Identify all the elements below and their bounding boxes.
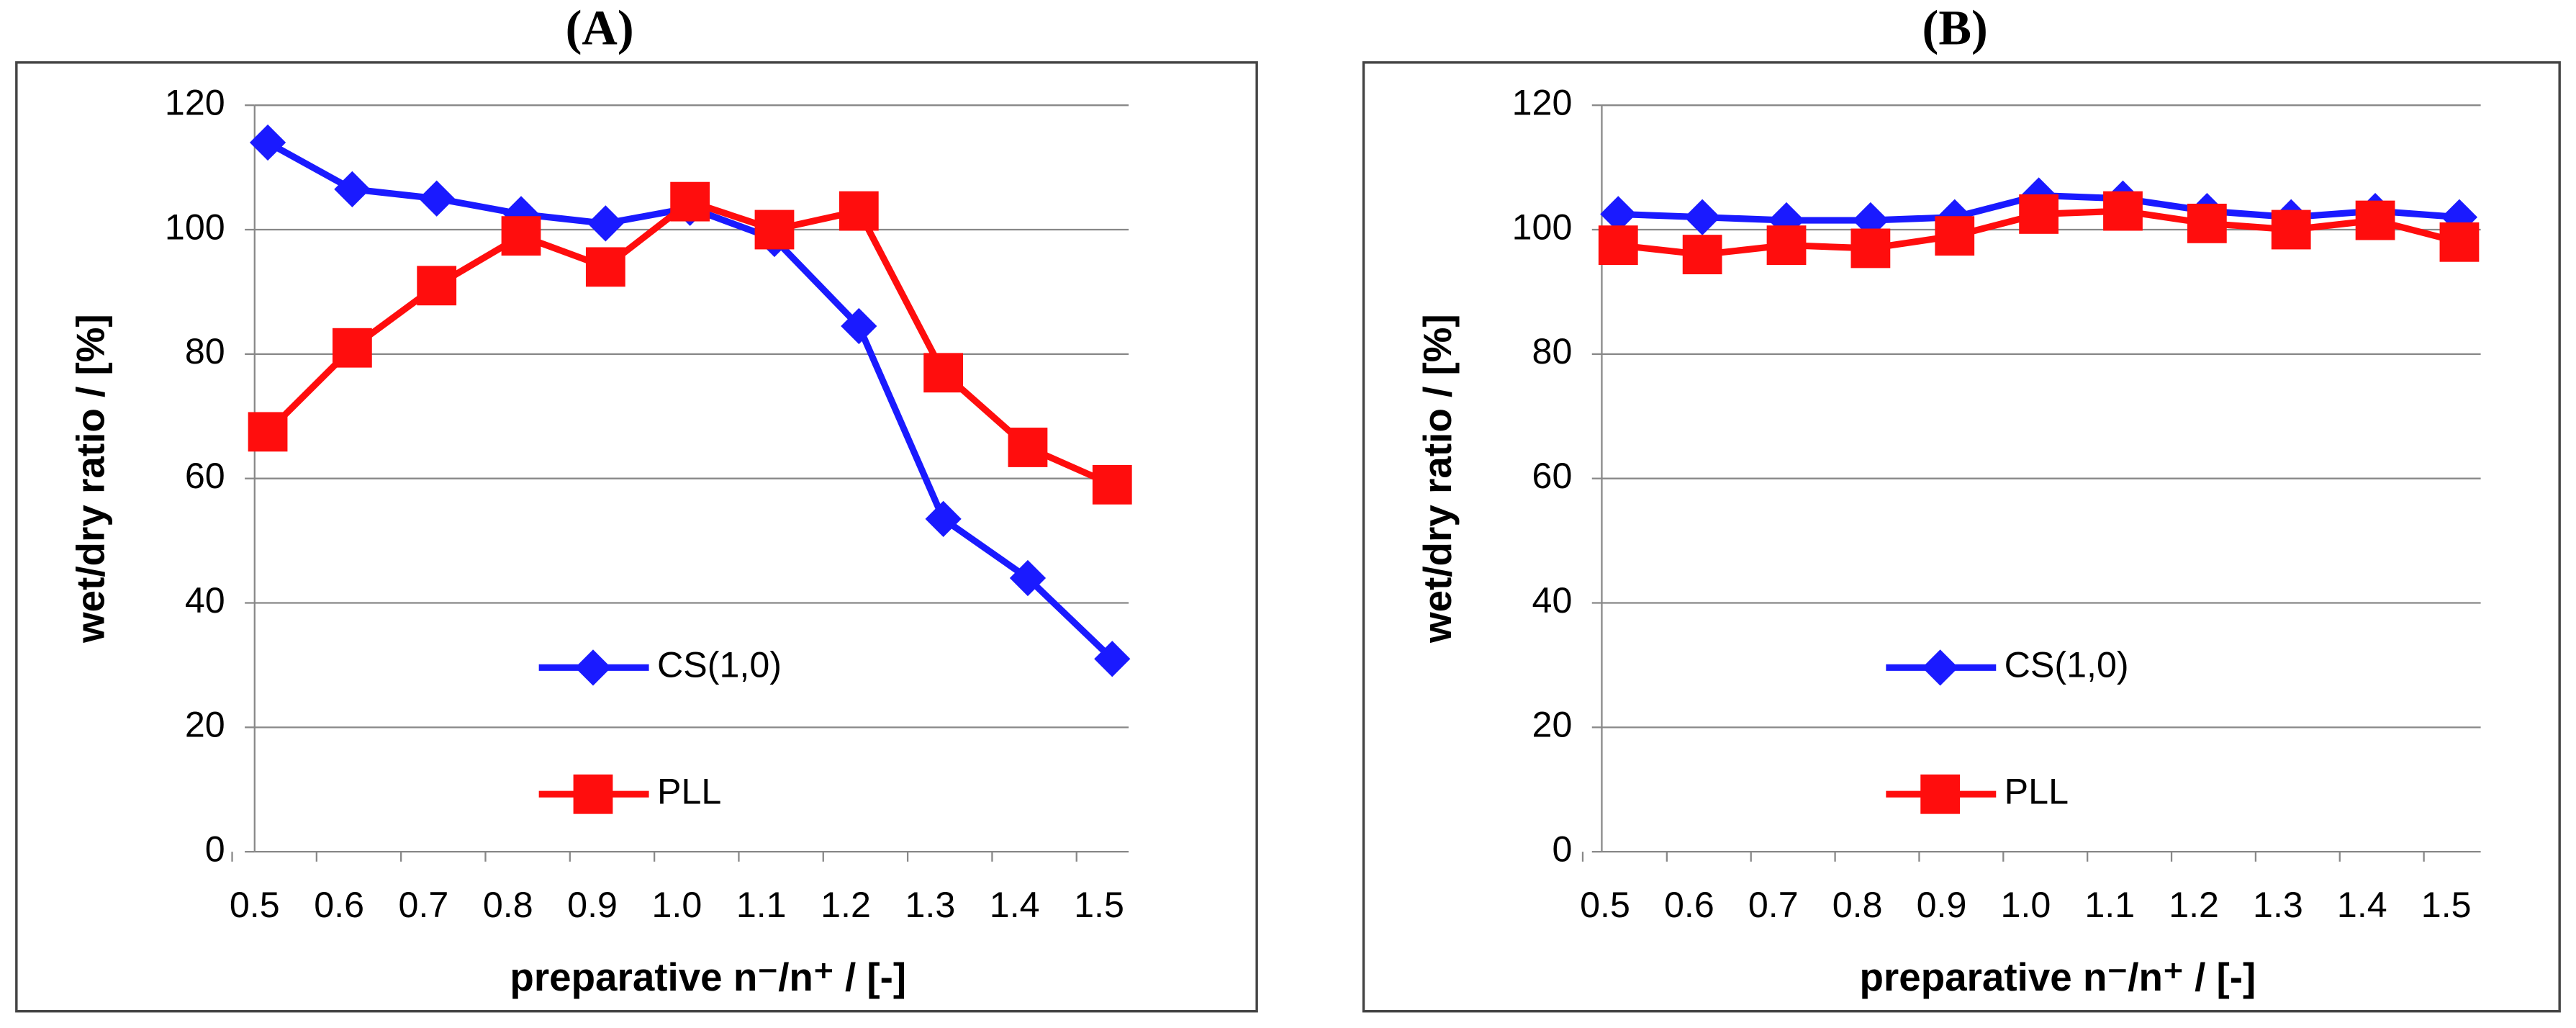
legend-label: CS(1,0) bbox=[2005, 645, 2129, 685]
marker bbox=[2271, 209, 2311, 250]
marker bbox=[839, 191, 879, 231]
marker bbox=[2439, 222, 2480, 262]
x-axis-title: preparative n⁻/n⁺ / [-] bbox=[510, 955, 906, 999]
y-tick-label: 20 bbox=[185, 705, 225, 745]
x-tick-label: 0.7 bbox=[1748, 885, 1799, 925]
marker bbox=[1009, 559, 1047, 597]
y-tick-label: 80 bbox=[1532, 331, 1573, 371]
marker bbox=[248, 412, 288, 452]
y-tick-label: 100 bbox=[165, 207, 225, 247]
marker bbox=[1684, 199, 1721, 235]
marker bbox=[418, 180, 455, 217]
x-axis-title: preparative n⁻/n⁺ / [-] bbox=[1859, 955, 2256, 999]
marker bbox=[2103, 191, 2143, 231]
chart-title: (B) bbox=[1922, 0, 1988, 55]
marker bbox=[1850, 228, 1891, 269]
marker bbox=[334, 171, 371, 207]
marker bbox=[1766, 225, 1807, 266]
y-tick-label: 100 bbox=[1512, 207, 1573, 247]
marker bbox=[1935, 216, 1975, 256]
chart-frame bbox=[15, 61, 1258, 1013]
y-axis-title: wet/dry ratio / [%] bbox=[68, 314, 113, 644]
marker bbox=[573, 774, 613, 814]
y-tick-label: 120 bbox=[165, 82, 225, 122]
x-tick-label: 1.0 bbox=[2000, 885, 2051, 925]
marker bbox=[2187, 203, 2227, 243]
y-tick-label: 120 bbox=[1512, 82, 1573, 122]
marker bbox=[1598, 225, 1638, 266]
x-tick-label: 0.7 bbox=[399, 885, 449, 925]
marker bbox=[1920, 774, 1961, 814]
x-tick-label: 0.8 bbox=[483, 885, 533, 925]
x-tick-label: 1.1 bbox=[2084, 885, 2135, 925]
marker bbox=[2355, 200, 2395, 240]
x-tick-label: 1.2 bbox=[821, 885, 871, 925]
series-line bbox=[265, 198, 1114, 488]
marker bbox=[670, 181, 710, 222]
x-tick-label: 0.5 bbox=[1580, 885, 1630, 925]
legend-label: PLL bbox=[657, 771, 721, 811]
marker bbox=[332, 328, 372, 368]
x-tick-label: 1.3 bbox=[905, 885, 955, 925]
marker bbox=[574, 649, 612, 686]
marker bbox=[417, 266, 457, 306]
marker bbox=[2019, 194, 2059, 234]
marker bbox=[501, 216, 541, 256]
marker bbox=[1008, 428, 1048, 467]
y-tick-label: 60 bbox=[1532, 456, 1573, 496]
marker bbox=[841, 307, 877, 345]
x-tick-label: 1.5 bbox=[1074, 885, 1124, 925]
x-tick-label: 1.5 bbox=[2421, 885, 2472, 925]
legend-label: PLL bbox=[2005, 771, 2069, 811]
marker bbox=[587, 205, 624, 242]
x-tick-label: 1.0 bbox=[652, 885, 702, 925]
y-tick-label: 40 bbox=[185, 580, 225, 621]
y-tick-label: 80 bbox=[185, 331, 225, 371]
x-tick-label: 0.8 bbox=[1832, 885, 1883, 925]
marker bbox=[1600, 196, 1637, 233]
marker bbox=[754, 209, 795, 250]
x-tick-label: 0.9 bbox=[567, 885, 618, 925]
marker bbox=[585, 247, 625, 287]
chart-title: (A) bbox=[566, 0, 634, 55]
marker bbox=[249, 124, 286, 161]
chart-frame bbox=[1362, 61, 2561, 1013]
y-axis-title: wet/dry ratio / [%] bbox=[1415, 314, 1460, 644]
x-tick-label: 1.2 bbox=[2169, 885, 2219, 925]
x-tick-label: 1.4 bbox=[990, 885, 1040, 925]
marker bbox=[923, 353, 964, 393]
legend-label: CS(1,0) bbox=[657, 645, 782, 685]
x-tick-label: 0.5 bbox=[230, 885, 280, 925]
y-tick-label: 60 bbox=[185, 456, 225, 496]
marker bbox=[1922, 649, 1958, 686]
y-tick-label: 0 bbox=[205, 829, 225, 869]
x-tick-label: 0.9 bbox=[1917, 885, 1967, 925]
x-tick-label: 1.1 bbox=[736, 885, 787, 925]
x-tick-label: 1.4 bbox=[2337, 885, 2387, 925]
y-tick-label: 20 bbox=[1532, 705, 1573, 745]
x-tick-label: 0.6 bbox=[314, 885, 364, 925]
y-tick-label: 0 bbox=[1552, 829, 1572, 869]
marker bbox=[1682, 235, 1722, 274]
marker bbox=[1092, 464, 1132, 505]
y-tick-label: 40 bbox=[1532, 580, 1573, 621]
x-tick-label: 1.3 bbox=[2253, 885, 2303, 925]
x-tick-label: 0.6 bbox=[1664, 885, 1714, 925]
